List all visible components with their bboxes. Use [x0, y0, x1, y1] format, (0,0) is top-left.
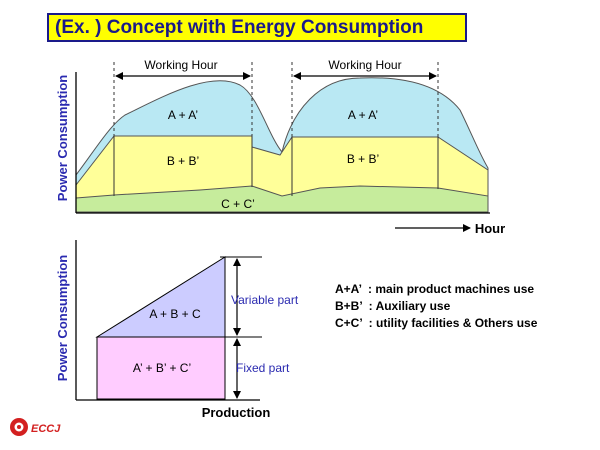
eccj-logo: ECCJ: [10, 418, 61, 436]
variable-part-area: [95, 256, 226, 338]
band-b-label-2: B + B’: [347, 152, 379, 166]
bottom-x-axis-label: Production: [202, 405, 271, 420]
legend-line-b: B+B’ : Auxiliary use: [335, 299, 451, 313]
band-c-label: C + C’: [221, 197, 255, 211]
fixed-part-label: Fixed part: [236, 361, 290, 375]
variable-part-label: Variable part: [231, 293, 299, 307]
band-b-label-1: B + B’: [167, 154, 199, 168]
top-x-axis-label: Hour: [475, 221, 505, 236]
top-y-axis-label: Power Consumption: [55, 75, 70, 201]
top-load-chart: Working Hour Working Hour A + A’ A + A’ …: [55, 58, 505, 236]
legend-line-a: A+A’ : main product machines use: [335, 282, 534, 296]
fixed-area-label: A’ + B’ + C’: [133, 361, 191, 375]
legend-line-c: C+C’ : utility facilities & Others use: [335, 316, 538, 330]
fixed-part-area: [96, 336, 226, 400]
band-a-label-1: A + A’: [168, 108, 198, 122]
working-hour-label-1: Working Hour: [144, 58, 217, 72]
variable-area-label: A + B + C: [149, 307, 201, 321]
band-a-label-2: A + A’: [348, 108, 378, 122]
working-hour-label-2: Working Hour: [328, 58, 401, 72]
logo-text: ECCJ: [31, 423, 61, 435]
band-c-area: [75, 185, 489, 213]
legend: A+A’ : main product machines use B+B’ : …: [335, 282, 538, 330]
bottom-y-axis-label: Power Consumption: [55, 255, 70, 381]
page-title: (Ex. ) Concept with Energy Consumption: [47, 13, 467, 42]
bottom-production-chart: A + B + C A’ + B’ + C’ Variable part Fix…: [55, 240, 299, 420]
